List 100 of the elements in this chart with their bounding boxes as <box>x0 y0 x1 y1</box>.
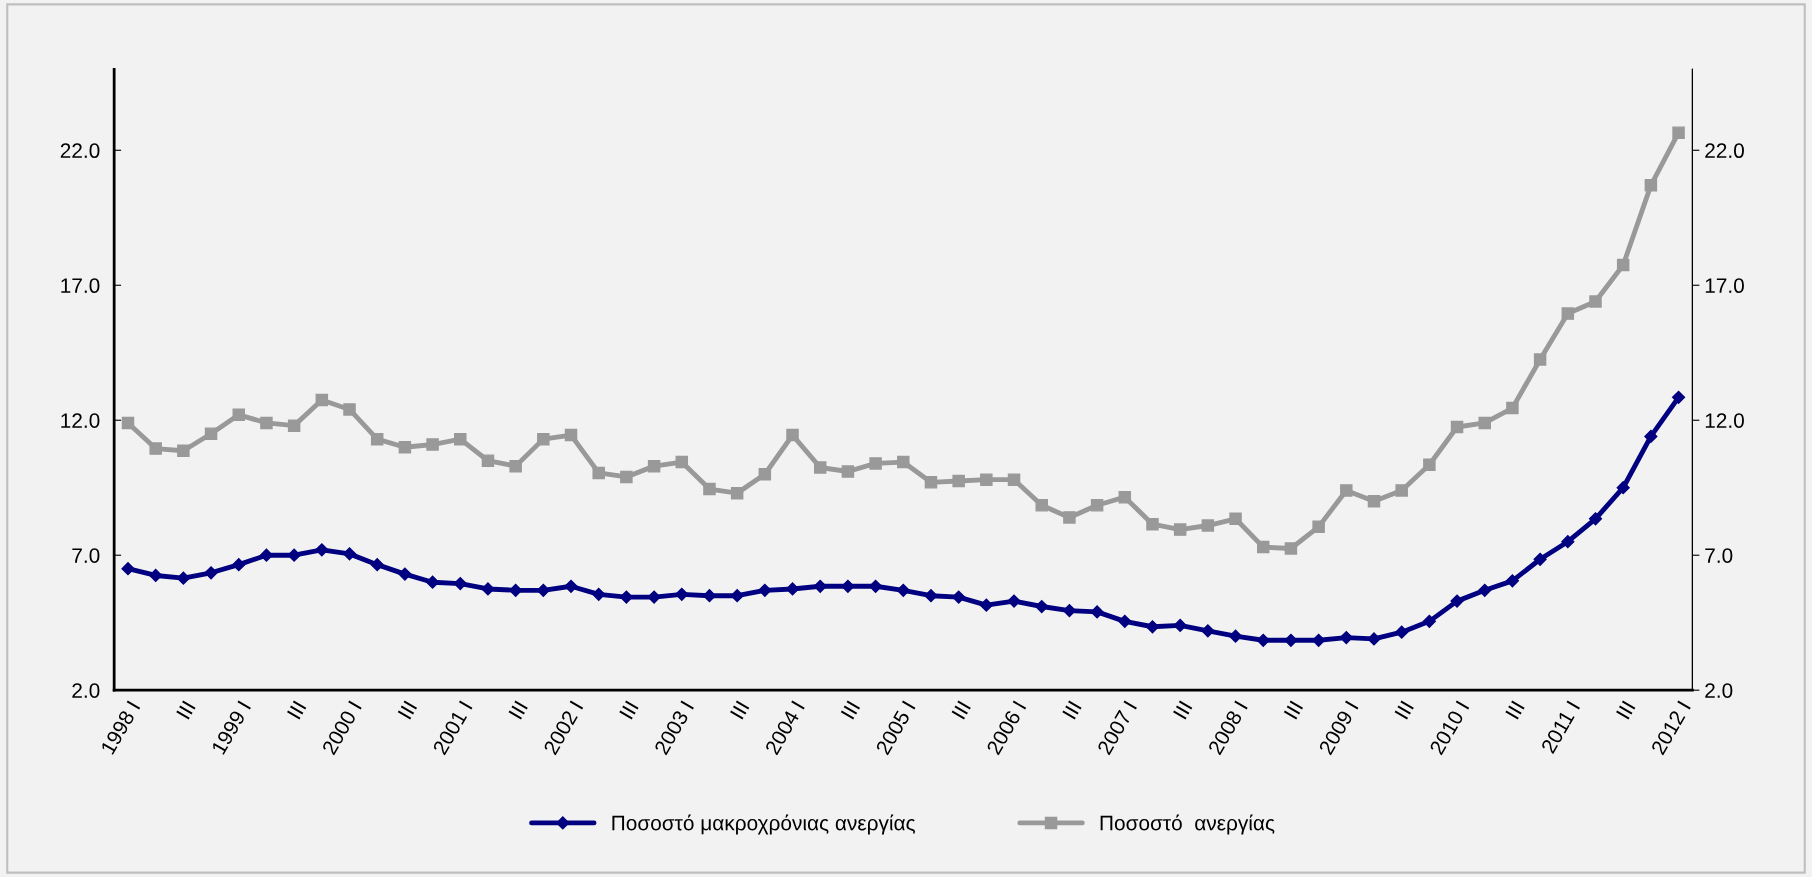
y-tick-label: 12.0 <box>61 413 100 428</box>
point <box>1616 481 1630 495</box>
point <box>1561 535 1575 549</box>
x-tick-label: III <box>1062 700 1082 720</box>
point <box>952 474 965 488</box>
point <box>1561 307 1575 320</box>
x-tick-label: III <box>397 700 417 720</box>
point <box>703 482 716 496</box>
y-tick-label: 22.0 <box>60 143 100 159</box>
point <box>343 403 356 416</box>
point <box>869 579 883 593</box>
point <box>1090 499 1104 512</box>
point <box>1035 599 1049 614</box>
x-tick-label: III <box>619 700 639 720</box>
point <box>176 571 190 585</box>
legend-label: Ποσοστό ανεργίας <box>1100 814 1275 835</box>
point <box>287 419 301 432</box>
point <box>1229 512 1242 526</box>
point <box>1506 401 1519 415</box>
point <box>1588 512 1603 526</box>
point <box>1284 633 1298 647</box>
point <box>620 470 633 484</box>
point <box>675 455 689 469</box>
point <box>730 589 744 603</box>
y2-tick-label: 2.0 <box>1705 683 1733 698</box>
point <box>841 465 855 478</box>
point <box>813 579 827 593</box>
point <box>398 567 412 581</box>
point <box>1007 594 1021 608</box>
point <box>398 440 412 454</box>
point <box>1090 605 1104 619</box>
point <box>758 583 772 597</box>
point <box>1339 630 1353 645</box>
point <box>1395 625 1409 639</box>
point <box>1616 258 1630 272</box>
x-tick-label: III <box>1394 700 1414 720</box>
point <box>1450 594 1464 608</box>
x-tick-label: III <box>951 700 971 720</box>
point <box>1478 583 1492 597</box>
point <box>342 547 357 561</box>
y2-tick-label: 17.0 <box>1705 278 1744 294</box>
point <box>1118 490 1132 504</box>
point <box>481 454 495 467</box>
point <box>1367 632 1381 646</box>
point <box>1228 629 1243 643</box>
point <box>564 428 578 442</box>
point <box>1672 126 1685 139</box>
point <box>1312 633 1326 647</box>
point <box>786 428 799 442</box>
x-tick-label: III <box>508 700 528 720</box>
point <box>426 438 439 451</box>
point <box>232 408 246 422</box>
point <box>1395 484 1408 497</box>
point <box>924 589 938 603</box>
point <box>675 587 689 601</box>
point <box>869 457 882 470</box>
point <box>1062 603 1077 618</box>
y-tick-label: 2.0 <box>72 683 100 698</box>
point <box>1201 519 1215 532</box>
point <box>1118 614 1132 628</box>
point <box>785 582 800 596</box>
point <box>315 543 329 557</box>
point <box>1450 420 1464 434</box>
point <box>537 432 550 446</box>
point <box>315 393 329 407</box>
point <box>897 455 910 469</box>
y-tick-label: 7.0 <box>72 548 100 563</box>
point <box>730 486 744 500</box>
point <box>1644 429 1658 444</box>
point <box>924 476 938 489</box>
point <box>564 579 578 593</box>
point <box>1533 353 1547 366</box>
point <box>1063 511 1076 524</box>
point <box>1312 520 1325 534</box>
x-tick-label: III <box>1173 700 1193 720</box>
point <box>980 473 993 486</box>
point <box>1340 484 1353 497</box>
point <box>1367 494 1381 508</box>
point <box>952 590 966 604</box>
x-tick-label: III <box>1505 700 1525 720</box>
x-tick-label: III <box>730 700 750 720</box>
point <box>453 576 467 591</box>
y2-tick-label: 7.0 <box>1705 548 1733 563</box>
point <box>813 461 827 474</box>
point <box>979 598 993 612</box>
point <box>1478 416 1492 430</box>
point <box>509 459 522 473</box>
x-tick-label: III <box>1283 700 1304 720</box>
point <box>592 587 606 601</box>
point <box>1173 618 1187 632</box>
point <box>1035 499 1048 512</box>
point <box>1146 517 1159 531</box>
point <box>259 548 274 562</box>
point <box>1256 633 1270 647</box>
point <box>204 427 218 440</box>
point <box>1644 179 1658 192</box>
point <box>1423 458 1436 472</box>
point <box>647 590 661 604</box>
point <box>1671 390 1686 404</box>
point <box>287 548 301 562</box>
